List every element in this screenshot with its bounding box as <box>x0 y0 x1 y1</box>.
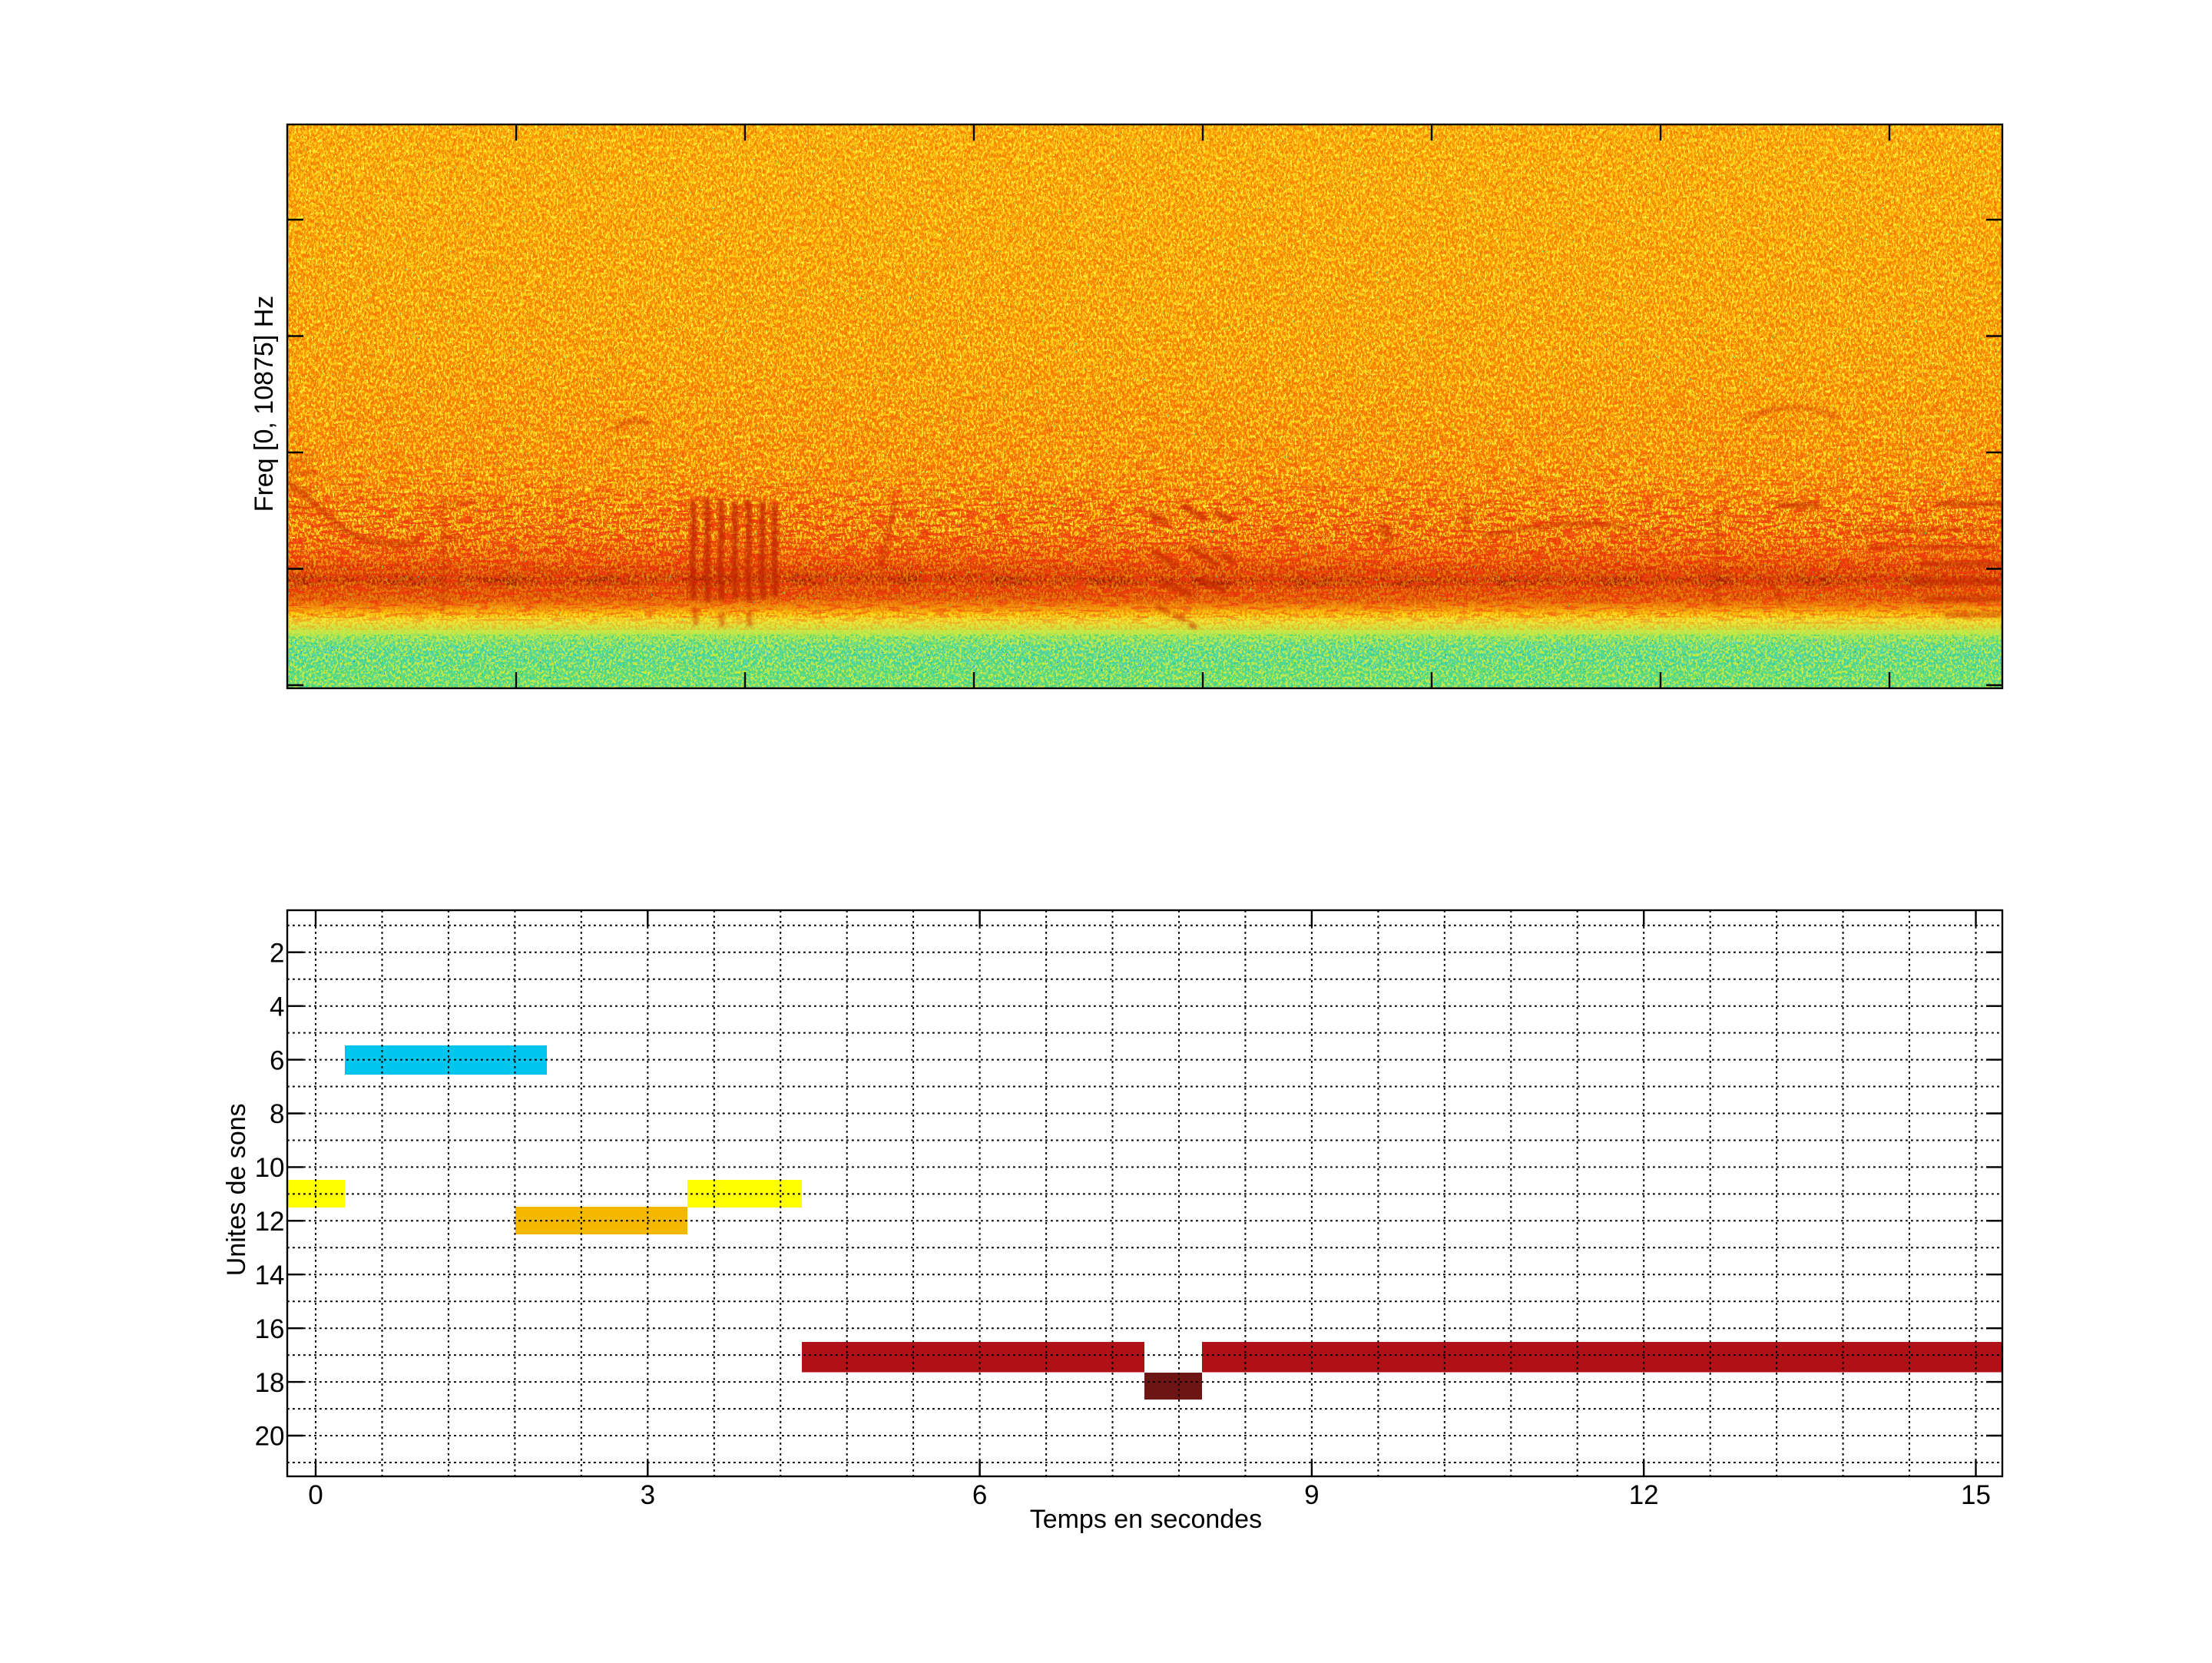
svg-text:4: 4 <box>270 992 284 1022</box>
svg-text:10: 10 <box>255 1153 285 1183</box>
svg-text:0: 0 <box>308 1480 323 1510</box>
svg-text:6: 6 <box>972 1480 987 1510</box>
svg-text:12: 12 <box>1629 1480 1659 1510</box>
svg-text:15: 15 <box>1961 1480 1991 1510</box>
svg-text:14: 14 <box>255 1261 285 1290</box>
svg-text:6: 6 <box>270 1045 284 1075</box>
svg-text:2: 2 <box>270 938 284 968</box>
svg-text:16: 16 <box>255 1314 285 1344</box>
svg-text:3: 3 <box>641 1480 655 1510</box>
svg-text:9: 9 <box>1304 1480 1319 1510</box>
svg-text:12: 12 <box>255 1207 285 1237</box>
svg-text:Unites de sons: Unites de sons <box>222 1103 251 1276</box>
svg-text:20: 20 <box>255 1422 285 1452</box>
svg-text:8: 8 <box>270 1099 284 1129</box>
svg-text:Freq [0, 10875] Hz: Freq [0, 10875] Hz <box>250 296 279 512</box>
svg-text:18: 18 <box>255 1368 285 1398</box>
svg-text:Temps en secondes: Temps en secondes <box>1030 1505 1262 1534</box>
